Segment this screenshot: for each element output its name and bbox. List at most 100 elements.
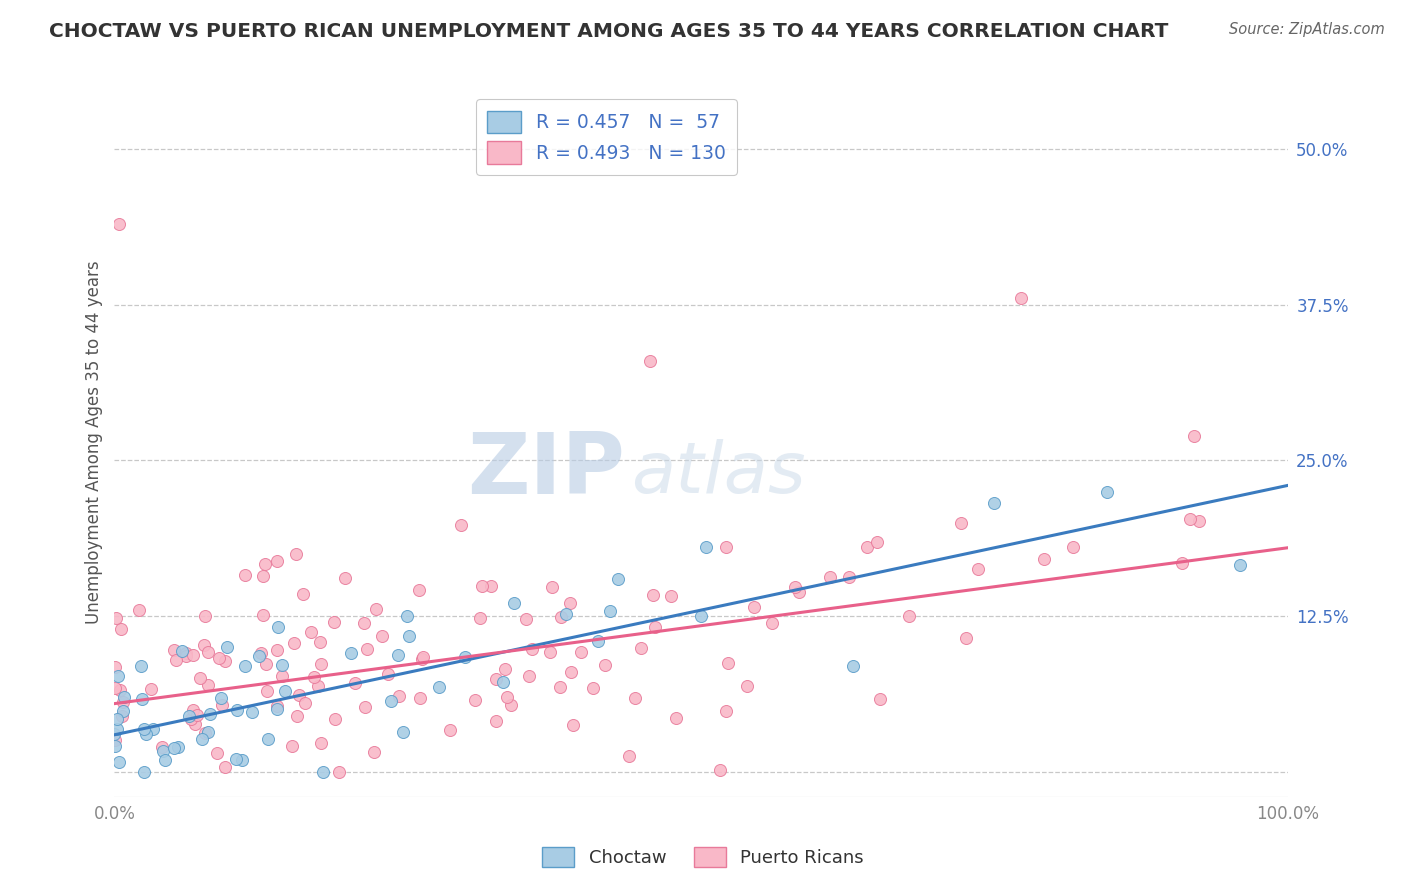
Text: CHOCTAW VS PUERTO RICAN UNEMPLOYMENT AMONG AGES 35 TO 44 YEARS CORRELATION CHART: CHOCTAW VS PUERTO RICAN UNEMPLOYMENT AMO…	[49, 22, 1168, 41]
Point	[108, 755, 131, 769]
Point	[284, 547, 307, 561]
Point	[108, 683, 131, 698]
Point	[240, 705, 263, 719]
Point	[387, 648, 409, 662]
Point	[186, 708, 208, 723]
Point	[717, 657, 740, 671]
Point	[150, 740, 173, 755]
Point	[323, 615, 346, 629]
Point	[716, 704, 738, 718]
Point	[250, 646, 273, 660]
Point	[742, 599, 765, 614]
Point	[599, 604, 621, 618]
Point	[217, 640, 239, 654]
Point	[538, 645, 561, 659]
Point	[554, 607, 576, 621]
Point	[607, 572, 630, 586]
Point	[690, 608, 713, 623]
Point	[541, 580, 564, 594]
Point	[266, 701, 288, 715]
Point	[180, 712, 202, 726]
Point	[266, 699, 288, 714]
Point	[132, 765, 155, 780]
Point	[309, 635, 332, 649]
Point	[111, 709, 134, 723]
Point	[709, 763, 731, 777]
Point	[1171, 556, 1194, 570]
Point	[163, 740, 186, 755]
Point	[1010, 291, 1032, 305]
Point	[1062, 540, 1084, 554]
Point	[233, 568, 256, 582]
Point	[395, 608, 418, 623]
Point	[344, 676, 367, 690]
Point	[353, 616, 375, 631]
Point	[194, 609, 217, 624]
Point	[370, 628, 392, 642]
Point	[695, 540, 717, 554]
Point	[163, 642, 186, 657]
Point	[105, 712, 128, 726]
Point	[283, 636, 305, 650]
Point	[640, 353, 662, 368]
Point	[254, 657, 277, 671]
Point	[356, 642, 378, 657]
Point	[270, 658, 292, 673]
Point	[450, 518, 472, 533]
Point	[105, 723, 128, 737]
Point	[502, 596, 524, 610]
Point	[485, 672, 508, 686]
Point	[842, 658, 865, 673]
Point	[112, 690, 135, 704]
Point	[132, 722, 155, 736]
Point	[139, 681, 162, 696]
Point	[517, 669, 540, 683]
Point	[1178, 512, 1201, 526]
Point	[307, 680, 329, 694]
Point	[107, 668, 129, 682]
Point	[256, 684, 278, 698]
Point	[665, 711, 688, 725]
Point	[408, 583, 430, 598]
Point	[104, 659, 127, 673]
Point	[214, 654, 236, 668]
Text: ZIP: ZIP	[467, 429, 624, 512]
Point	[105, 611, 128, 625]
Point	[897, 609, 920, 624]
Point	[787, 585, 810, 599]
Point	[560, 596, 582, 610]
Point	[1095, 484, 1118, 499]
Point	[103, 726, 125, 740]
Point	[312, 765, 335, 780]
Point	[586, 634, 609, 648]
Point	[184, 717, 207, 731]
Point	[354, 700, 377, 714]
Point	[302, 670, 325, 684]
Point	[292, 587, 315, 601]
Point	[191, 732, 214, 747]
Point	[377, 667, 399, 681]
Point	[208, 651, 231, 665]
Point	[1229, 558, 1251, 573]
Point	[617, 749, 640, 764]
Point	[104, 681, 127, 695]
Text: Source: ZipAtlas.com: Source: ZipAtlas.com	[1229, 22, 1385, 37]
Point	[714, 541, 737, 555]
Point	[411, 652, 433, 666]
Point	[380, 694, 402, 708]
Point	[838, 570, 860, 584]
Point	[388, 689, 411, 703]
Point	[499, 698, 522, 712]
Point	[135, 727, 157, 741]
Point	[582, 681, 605, 695]
Point	[104, 739, 127, 754]
Point	[256, 732, 278, 747]
Point	[274, 684, 297, 698]
Point	[630, 640, 652, 655]
Point	[515, 612, 537, 626]
Point	[643, 588, 665, 602]
Point	[194, 726, 217, 740]
Point	[176, 648, 198, 663]
Point	[471, 579, 494, 593]
Point	[1032, 552, 1054, 566]
